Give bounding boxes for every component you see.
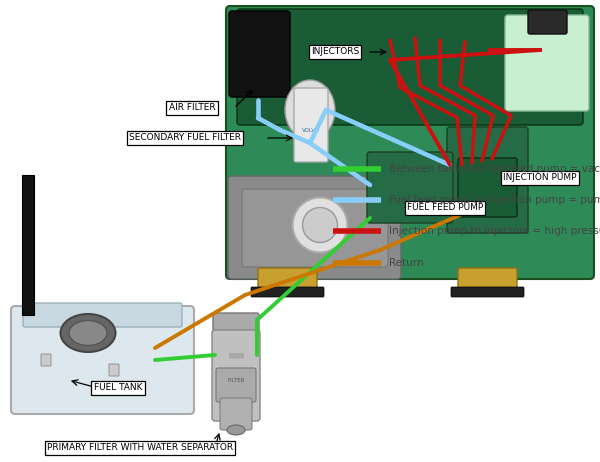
FancyBboxPatch shape: [251, 287, 324, 297]
Text: ||||||||: ||||||||: [228, 352, 244, 358]
FancyBboxPatch shape: [226, 6, 594, 279]
Text: AIR FILTER: AIR FILTER: [169, 103, 215, 113]
FancyBboxPatch shape: [41, 354, 51, 366]
FancyBboxPatch shape: [258, 268, 317, 294]
Text: VOLVO: VOLVO: [302, 128, 320, 133]
Text: PRIMARY FILTER WITH WATER SEPARATOR: PRIMARY FILTER WITH WATER SEPARATOR: [47, 444, 233, 452]
FancyBboxPatch shape: [458, 268, 517, 294]
Bar: [22, 175, 34, 315]
Text: INJECTORS: INJECTORS: [311, 48, 359, 56]
Text: Injection pump to injectors = high pressure: Injection pump to injectors = high press…: [389, 226, 600, 237]
Text: Between tank and fuel feed pump = vacuum: Between tank and fuel feed pump = vacuum: [389, 164, 600, 174]
Text: INJECTION PUMP: INJECTION PUMP: [503, 174, 577, 182]
FancyBboxPatch shape: [294, 88, 328, 162]
Ellipse shape: [285, 80, 335, 140]
FancyBboxPatch shape: [220, 398, 252, 430]
FancyBboxPatch shape: [229, 11, 290, 97]
FancyBboxPatch shape: [242, 189, 388, 267]
Text: SECONDARY FUEL FILTER: SECONDARY FUEL FILTER: [129, 134, 241, 142]
Ellipse shape: [227, 425, 245, 435]
Ellipse shape: [293, 197, 347, 253]
FancyBboxPatch shape: [237, 9, 583, 125]
FancyBboxPatch shape: [23, 303, 182, 327]
Text: FUEL FEED PUMP: FUEL FEED PUMP: [407, 203, 483, 213]
FancyBboxPatch shape: [109, 364, 119, 376]
FancyBboxPatch shape: [447, 127, 528, 233]
FancyBboxPatch shape: [228, 176, 401, 279]
Text: FUEL TANK: FUEL TANK: [94, 383, 142, 393]
FancyBboxPatch shape: [367, 152, 453, 223]
FancyBboxPatch shape: [213, 313, 259, 337]
FancyBboxPatch shape: [451, 287, 524, 297]
FancyBboxPatch shape: [11, 306, 194, 414]
FancyBboxPatch shape: [458, 158, 517, 217]
Text: FILTER: FILTER: [227, 377, 245, 383]
Text: Fuel feed pump to injection pump = pump pressure: Fuel feed pump to injection pump = pump …: [389, 195, 600, 205]
Text: Return: Return: [389, 258, 424, 268]
FancyBboxPatch shape: [505, 15, 589, 111]
Ellipse shape: [61, 314, 115, 352]
Ellipse shape: [69, 321, 107, 346]
FancyBboxPatch shape: [212, 330, 260, 421]
FancyBboxPatch shape: [216, 368, 256, 402]
FancyBboxPatch shape: [528, 10, 567, 34]
Ellipse shape: [302, 207, 337, 243]
